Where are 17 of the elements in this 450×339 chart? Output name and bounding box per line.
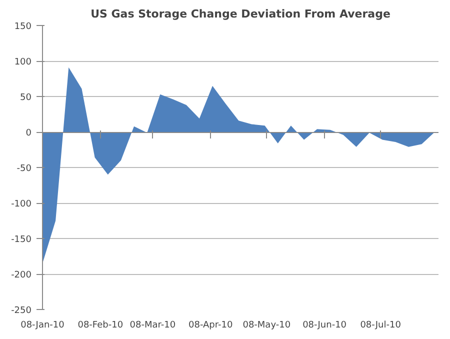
y-tick-label: -200 (11, 270, 32, 280)
x-tick-label: 08-Feb-10 (78, 320, 124, 330)
y-tick-label: -250 (11, 306, 32, 316)
y-tick-label: 150 (14, 22, 32, 32)
chart-title: US Gas Storage Change Deviation From Average (90, 8, 390, 20)
y-tick-label: 100 (14, 58, 32, 68)
y-tick-label: -150 (11, 235, 32, 245)
x-tick-label: 08-Jan-10 (20, 320, 65, 330)
y-tick-label: 0 (26, 128, 32, 138)
x-tick-label: 08-Jul-10 (360, 320, 402, 330)
x-tick-label: 08-May-10 (242, 320, 291, 330)
x-tick-label: 08-Apr-10 (188, 320, 233, 330)
x-tick-label: 08-Mar-10 (130, 320, 176, 330)
y-tick-label: 50 (20, 93, 32, 103)
x-tick-label: 08-Jun-10 (302, 320, 347, 330)
y-tick-label: -100 (11, 200, 32, 210)
y-tick-label: -50 (16, 164, 32, 174)
